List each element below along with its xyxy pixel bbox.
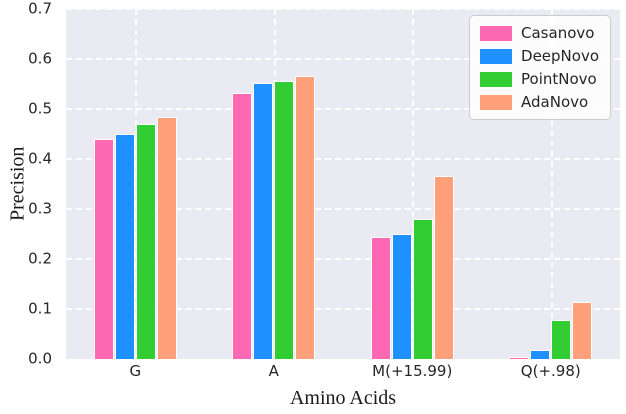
h-gridline bbox=[66, 58, 620, 60]
bar-pointnovo-Q(+.98) bbox=[551, 320, 572, 359]
h-gridline bbox=[66, 108, 620, 110]
legend-item-pointnovo: PointNovo bbox=[480, 70, 599, 88]
x-axis-label: Amino Acids bbox=[289, 387, 397, 409]
legend-swatch bbox=[480, 25, 513, 41]
h-gridline bbox=[66, 308, 620, 310]
x-axis-ticks: G A M(+15.99) Q(+.98) bbox=[66, 364, 620, 384]
x-tick-label: M(+15.99) bbox=[372, 362, 453, 380]
bar-deepnovo-Q(+.98) bbox=[530, 349, 551, 359]
h-gridline bbox=[66, 258, 620, 260]
bar-pointnovo-M(+15.99) bbox=[412, 219, 433, 359]
bar-casanovo-G bbox=[93, 139, 114, 359]
y-tick-label: 0.3 bbox=[28, 199, 52, 218]
bar-casanovo-Q(+.98) bbox=[509, 356, 530, 359]
bar-deepnovo-A bbox=[253, 82, 274, 359]
bar-group-G bbox=[66, 9, 205, 359]
x-tick-label: A bbox=[268, 362, 279, 380]
y-tick-label: 0.6 bbox=[28, 49, 52, 68]
v-gridline bbox=[412, 9, 415, 359]
legend-item-casanovo: Casanovo bbox=[480, 24, 599, 42]
legend-swatch bbox=[480, 94, 513, 110]
bar-casanovo-A bbox=[232, 92, 253, 359]
bar-groups bbox=[66, 9, 620, 359]
y-tick-label: 0.4 bbox=[28, 149, 52, 168]
y-tick-label: 0.7 bbox=[28, 0, 52, 18]
bar-group-Q(+.98) bbox=[482, 9, 621, 359]
legend: Casanovo DeepNovo PointNovo AdaNovo bbox=[469, 15, 611, 120]
bar-pointnovo-A bbox=[274, 80, 295, 359]
legend-item-deepnovo: DeepNovo bbox=[480, 47, 599, 65]
y-tick-label: 0.0 bbox=[28, 349, 52, 368]
bar-casanovo-M(+15.99) bbox=[370, 236, 391, 359]
bar-group-A bbox=[205, 9, 344, 359]
v-gridline bbox=[550, 9, 553, 359]
legend-label: DeepNovo bbox=[521, 47, 599, 65]
y-axis-ticks: 0.0 0.1 0.2 0.3 0.4 0.5 0.6 0.7 bbox=[0, 1, 52, 366]
legend-swatch bbox=[480, 71, 513, 87]
legend-swatch bbox=[480, 48, 513, 64]
plot-area: Casanovo DeepNovo PointNovo AdaNovo bbox=[66, 8, 620, 359]
h-gridline bbox=[66, 8, 620, 10]
bar-deepnovo-G bbox=[114, 133, 135, 359]
y-tick-label: 0.5 bbox=[28, 99, 52, 118]
x-tick-label: Q(+.98) bbox=[520, 362, 581, 380]
h-gridline bbox=[66, 158, 620, 160]
x-tick-label: G bbox=[129, 362, 142, 380]
legend-label: Casanovo bbox=[521, 24, 595, 42]
bar-group-M(+15.99) bbox=[343, 9, 482, 359]
legend-item-adanovo: AdaNovo bbox=[480, 93, 599, 111]
bar-adanovo-Q(+.98) bbox=[572, 302, 593, 359]
h-gridline bbox=[66, 208, 620, 210]
legend-label: PointNovo bbox=[521, 70, 597, 88]
y-tick-label: 0.2 bbox=[28, 249, 52, 268]
bar-adanovo-G bbox=[156, 117, 177, 359]
bar-deepnovo-M(+15.99) bbox=[391, 233, 412, 359]
legend-label: AdaNovo bbox=[521, 93, 589, 111]
y-tick-label: 0.1 bbox=[28, 299, 52, 318]
bar-pointnovo-G bbox=[135, 123, 156, 359]
bar-adanovo-M(+15.99) bbox=[433, 175, 454, 359]
bar-adanovo-A bbox=[295, 75, 316, 359]
